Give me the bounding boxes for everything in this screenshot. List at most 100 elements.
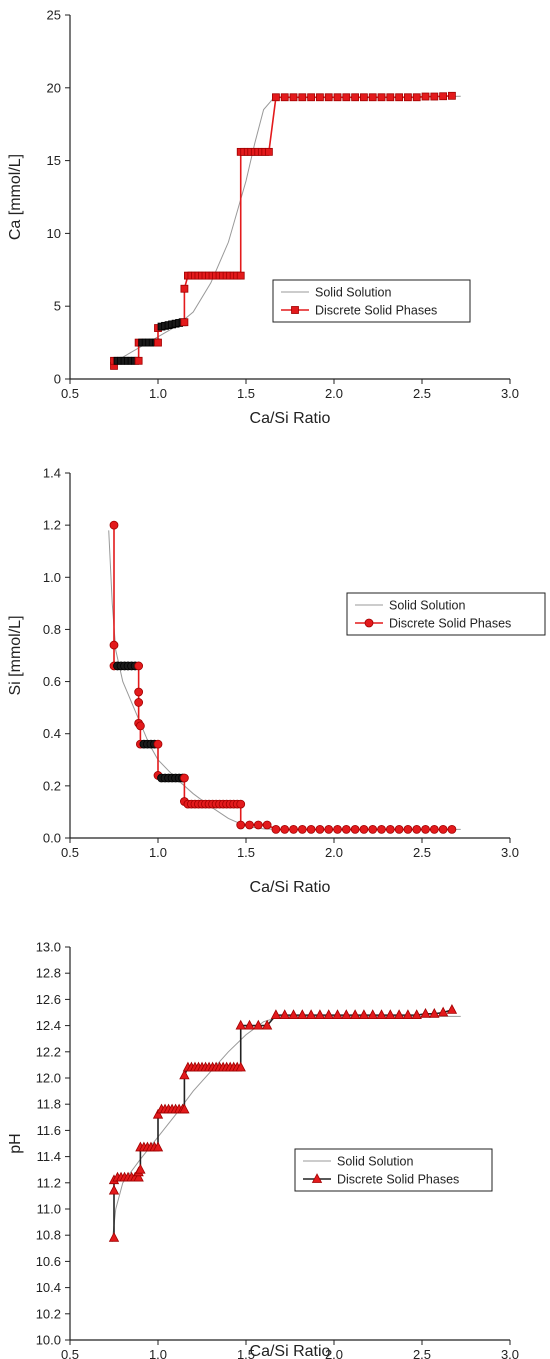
data-point <box>402 1009 414 1020</box>
data-point <box>411 1009 422 1020</box>
x-axis-label: Ca/Si Ratio <box>250 410 331 427</box>
data-point <box>235 1061 246 1072</box>
data-point <box>447 824 457 834</box>
data-point <box>368 824 378 834</box>
series-solid-solution-line <box>111 1015 461 1242</box>
chart-si: 0.5 1.0 1.5 2.0 2.5 3.0 0.0 0.2 0.4 0.6 0.8 1.0 1.2 1… <box>7 466 546 896</box>
data-point <box>134 687 144 697</box>
data-point <box>376 1009 387 1020</box>
y-axis-label: Ca [mmol/L] <box>7 154 24 240</box>
data-point <box>280 93 289 102</box>
data-point <box>341 824 351 834</box>
y-tick-label: 0.4 <box>43 726 61 741</box>
data-point <box>332 1009 343 1020</box>
legend-entry-solid-solution: Solid Solution <box>337 1155 413 1169</box>
data-point <box>377 93 386 102</box>
data-point <box>351 93 360 102</box>
data-point <box>289 93 298 102</box>
y-tick-label: 13.0 <box>36 940 61 955</box>
data-point <box>377 824 386 834</box>
data-point <box>324 824 334 834</box>
data-point <box>134 698 144 707</box>
data-point <box>306 824 316 834</box>
data-point <box>446 1004 458 1014</box>
x-tick-label: 1.0 <box>149 1347 167 1359</box>
x-axis-label: Ca/Si Ratio <box>250 879 331 896</box>
data-point <box>133 1171 144 1182</box>
y-tick-label: 1.0 <box>43 570 61 585</box>
y-tick-label: 0.6 <box>43 674 61 689</box>
data-point <box>437 1006 449 1017</box>
y-tick-label: 10.4 <box>36 1280 61 1295</box>
y-axis-label: pH <box>7 1133 24 1153</box>
y-tick-label: 10.0 <box>36 1333 61 1348</box>
data-point <box>358 1009 370 1020</box>
y-tick-label: 10.2 <box>36 1306 61 1321</box>
x-tick-label: 2.0 <box>325 845 343 860</box>
data-point <box>448 91 456 100</box>
data-point <box>154 338 162 347</box>
data-point <box>135 1163 146 1174</box>
y-tick-label: 12.0 <box>36 1071 61 1086</box>
series-solid-solution-line <box>108 530 461 830</box>
y-tick-label: 10.8 <box>36 1228 61 1243</box>
x-tick-label: 2.5 <box>413 1347 431 1359</box>
data-point <box>438 824 448 834</box>
data-point <box>108 1184 120 1195</box>
y-tick-label: 12.8 <box>36 966 61 981</box>
data-point <box>271 824 281 834</box>
legend: Solid Solution Discrete Solid Phases <box>272 279 471 323</box>
y-tick-label: 11.2 <box>37 1175 61 1190</box>
data-point <box>316 93 324 102</box>
legend-marker <box>311 1173 323 1183</box>
data-point <box>429 1007 440 1018</box>
series-discrete-solid-phases-line <box>113 525 452 831</box>
y-tick-label: 1.4 <box>43 466 61 481</box>
data-point <box>412 824 422 834</box>
y-tick-label: 0.2 <box>43 778 61 793</box>
data-point <box>368 93 377 102</box>
x-tick-label: 0.5 <box>61 386 79 401</box>
y-tick-label: 25 <box>47 8 61 23</box>
y-axis-label: Si [mmol/L] <box>7 615 24 695</box>
data-point <box>153 739 163 749</box>
y-tick-label: 12.4 <box>36 1018 61 1033</box>
data-point <box>288 1009 299 1020</box>
data-point <box>412 93 421 102</box>
x-tick-label: 0.5 <box>61 1347 79 1359</box>
data-point <box>349 1009 361 1020</box>
x-tick-label: 2.5 <box>413 845 431 860</box>
y-tick-label: 12.2 <box>36 1044 61 1059</box>
legend-box <box>346 592 546 636</box>
data-point <box>253 820 263 830</box>
y-tick-label: 1.2 <box>43 518 61 533</box>
data-point <box>109 640 119 650</box>
data-point <box>262 820 272 830</box>
data-point <box>429 824 439 834</box>
data-point <box>134 356 143 365</box>
data-point <box>152 1108 164 1119</box>
data-point <box>386 93 395 102</box>
y-tick-label: 10 <box>47 226 61 241</box>
y-tick-label: 11.6 <box>37 1123 61 1138</box>
x-tick-label: 1.0 <box>149 845 167 860</box>
data-point <box>179 773 189 783</box>
legend-entry-discrete-solid-phases: Discrete Solid Phases <box>315 304 437 318</box>
legend-box <box>294 1148 493 1192</box>
legend: Solid Solution Discrete Solid Phases <box>346 592 546 636</box>
data-point <box>179 1103 190 1114</box>
data-point <box>350 824 360 834</box>
chart-ph: 0.5 1.0 1.5 2.0 2.5 3.0 10.0 10.2 10.4 10.6 10.8 11… <box>7 940 519 1359</box>
data-point <box>393 1009 405 1020</box>
data-point <box>180 318 189 327</box>
data-point <box>421 92 430 101</box>
data-point <box>236 271 245 280</box>
data-point <box>261 1019 273 1030</box>
data-point <box>360 93 368 102</box>
data-point <box>108 1231 120 1242</box>
data-point <box>244 1019 255 1030</box>
legend-entry-discrete-solid-phases: Discrete Solid Phases <box>337 1173 459 1187</box>
data-point <box>305 1009 317 1020</box>
x-tick-label: 2.0 <box>325 1347 343 1359</box>
y-tick-label: 11.8 <box>37 1097 61 1112</box>
